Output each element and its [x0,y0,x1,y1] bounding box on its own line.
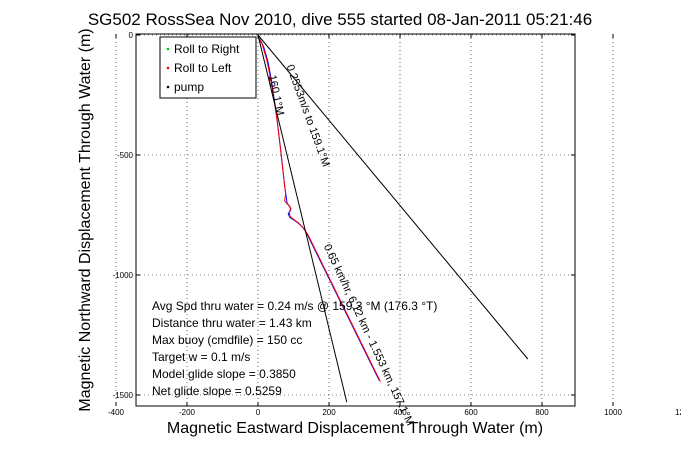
x-tick-label: 600 [464,408,478,417]
legend-marker [166,85,170,89]
x-tick-label: -400 [108,408,125,417]
series-line [257,34,529,360]
x-tick-label: 1000 [604,408,622,417]
x-tick-label: 800 [535,408,549,417]
legend-marker [166,47,170,51]
legend-label: Roll to Left [174,61,232,75]
x-tick-label: 1200 [675,408,681,417]
legend-label: Roll to Right [174,42,240,56]
stats-line: Model glide slope = 0.3850 [152,367,296,381]
y-axis-ticks: 0 -500 -1000 -1500 [113,31,575,400]
series-lines [257,34,529,403]
x-tick-label: -200 [179,408,196,417]
series-line [257,34,348,403]
x-axis-label: Magnetic Eastward Displacement Through W… [167,420,543,437]
y-tick-label: 0 [129,31,134,40]
chart-title: SG502 RossSea Nov 2010, dive 555 started… [88,10,592,29]
legend: Roll to Right Roll to Left pump [159,36,257,99]
stats-line: Avg Spd thru water = 0.24 m/s @ 159.3 °M… [152,299,437,313]
x-tick-label: 400 [393,408,407,417]
legend-marker [166,66,170,70]
legend-box [159,36,257,99]
stats-line: Max buoy (cmdfile) = 150 cc [152,333,302,347]
y-tick-label: -500 [117,151,134,160]
stats-line: Net glide slope = 0.5259 [152,384,282,398]
stats-line: Distance thru water = 1.43 km [152,316,312,330]
stats-line: Target w = 0.1 m/s [152,350,250,364]
y-tick-label: -1000 [113,271,134,280]
y-axis-label: Magnetic Northward Displacement Through … [77,28,94,411]
stats-block: Avg Spd thru water = 0.24 m/s @ 159.3 °M… [152,299,437,398]
x-axis-ticks: -400 -200 0 200 400 600 800 1000 1200 [108,34,681,417]
y-tick-label: -1500 [113,391,134,400]
legend-label: pump [174,80,204,94]
x-tick-label: 200 [322,408,336,417]
x-tick-label: 0 [256,408,261,417]
